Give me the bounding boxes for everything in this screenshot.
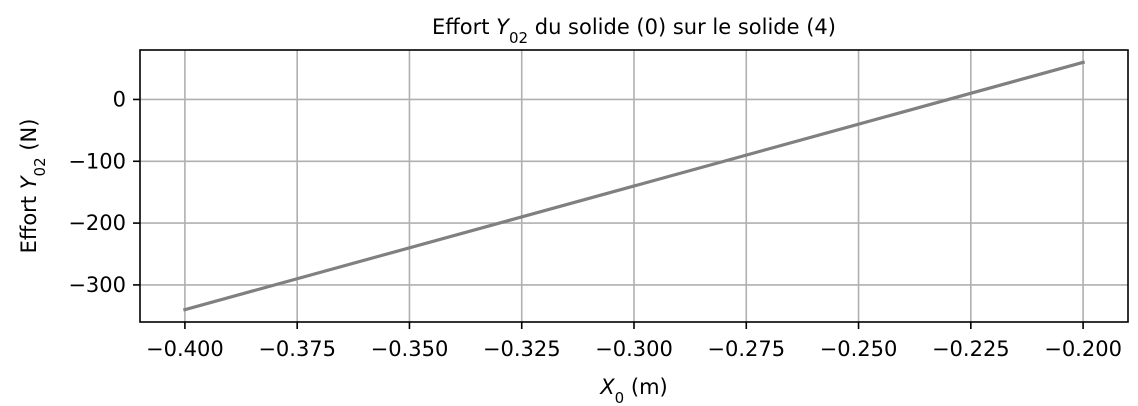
x-tick-label: −0.200: [1044, 337, 1122, 361]
ylabel-part: Effort: [17, 189, 41, 253]
title-part: 02: [509, 29, 528, 47]
ylabel-part: 02: [31, 157, 49, 176]
xlabel-part: (m): [624, 375, 668, 399]
y-tick-label: 0: [113, 87, 126, 111]
title-part: Effort: [432, 15, 496, 39]
x-tick-label: −0.275: [707, 337, 785, 361]
x-tick-label: −0.350: [371, 337, 449, 361]
title-part: du solide (0) sur le solide (4): [528, 15, 836, 39]
y-tick-label: −200: [68, 211, 126, 235]
x-tick-label: −0.400: [146, 337, 224, 361]
ylabel-part: (N): [17, 119, 41, 158]
xlabel-part: X: [599, 375, 615, 399]
plot-frame: [139, 49, 1129, 323]
x-tick-label: −0.375: [258, 337, 336, 361]
x-tick-label: −0.225: [932, 337, 1010, 361]
x-tick-label: −0.250: [820, 337, 898, 361]
x-axis-label: X0 (m): [599, 375, 667, 406]
data-line: [182, 60, 1086, 312]
ylabel-part: Y: [17, 174, 41, 189]
y-tick-label: −100: [68, 149, 126, 173]
title-part: Y: [496, 15, 511, 39]
chart-title: Effort Y02 du solide (0) sur le solide (…: [432, 15, 836, 47]
y-axis-label: Effort Y02 (N): [17, 119, 49, 254]
xlabel-part: 0: [615, 389, 625, 406]
x-tick-label: −0.300: [595, 337, 673, 361]
y-tick-label: −300: [68, 273, 126, 297]
x-tick-label: −0.325: [483, 337, 561, 361]
